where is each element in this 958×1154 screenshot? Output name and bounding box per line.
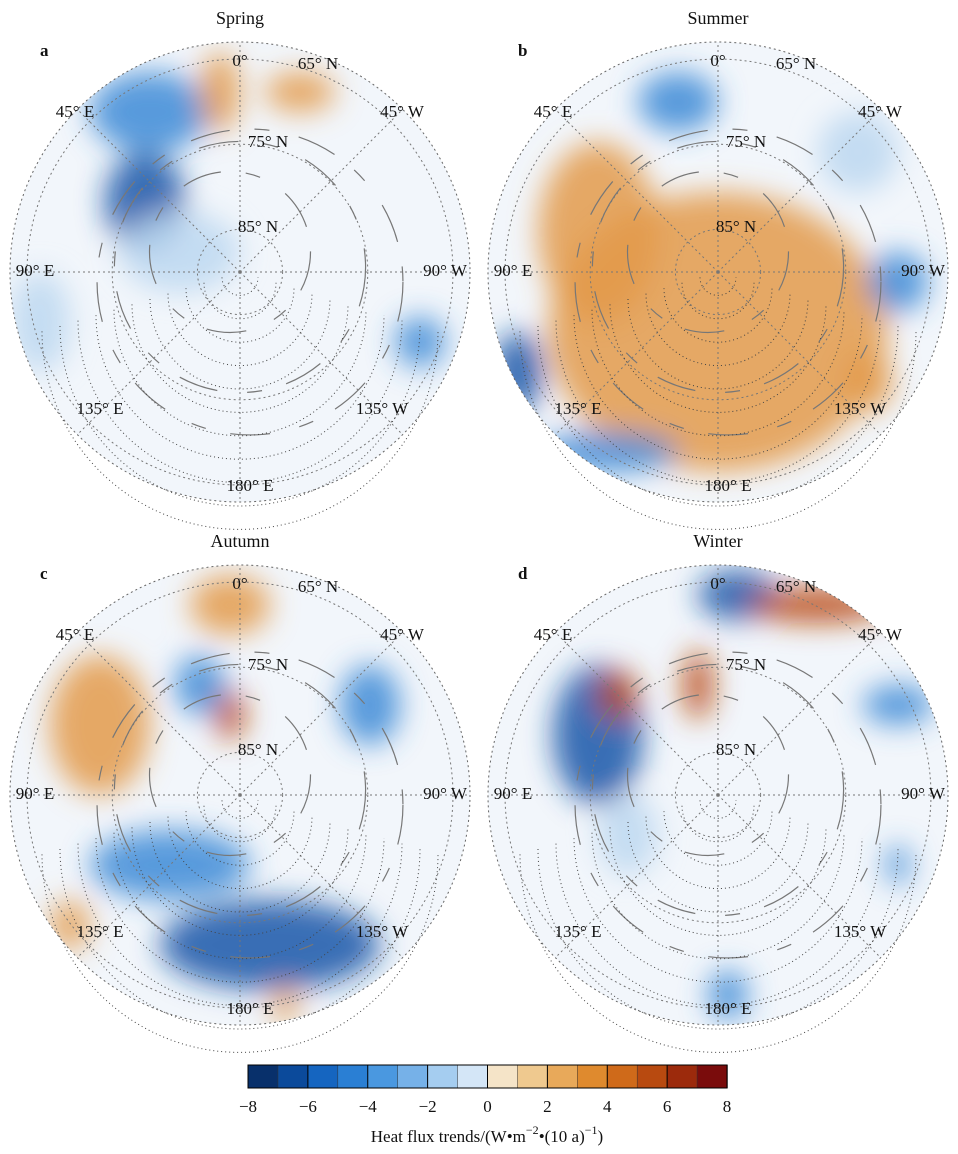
colorbar-tick-label: −6 <box>299 1097 317 1116</box>
trend-shading <box>190 575 270 635</box>
panel-title: Autumn <box>210 531 269 551</box>
map-label: 85° N <box>716 740 756 759</box>
map-label: 90° W <box>901 784 946 803</box>
map-label: 90° E <box>16 784 54 803</box>
map-label: 135° E <box>77 922 124 941</box>
map-label: 180° E <box>227 476 274 495</box>
trend-shading <box>265 72 335 112</box>
colorbar-bin <box>697 1065 727 1088</box>
colorbar-tick-label: 4 <box>603 1097 612 1116</box>
map-label: 65° N <box>298 54 338 73</box>
map-label: 45° E <box>56 625 94 644</box>
colorbar-bin <box>248 1065 278 1088</box>
trend-shading <box>748 587 888 623</box>
map-panel: 0° 65° N 45° E 45° W 75° N 85° N 90° E 90° W 135… <box>488 42 948 529</box>
colorbar-tick-label: −8 <box>239 1097 257 1116</box>
colorbar-bin <box>637 1065 667 1088</box>
trend-shading <box>638 72 718 132</box>
map-label: 90° E <box>494 261 532 280</box>
map-label: 45° E <box>534 625 572 644</box>
colorbar-bin <box>308 1065 338 1088</box>
panel-letter: a <box>40 41 49 60</box>
colorbar-tick-label: 8 <box>723 1097 732 1116</box>
map-label: 135° W <box>834 922 887 941</box>
map-label: 90° W <box>423 784 468 803</box>
map-label: 45° W <box>380 102 425 121</box>
map-label: 65° N <box>298 577 338 596</box>
trend-shading <box>90 830 250 900</box>
map-label: 65° N <box>776 577 816 596</box>
colorbar-bin <box>428 1065 458 1088</box>
map-label: 90° W <box>901 261 946 280</box>
trend-shading <box>598 795 658 875</box>
map-label: 135° W <box>834 399 887 418</box>
map-label: 45° E <box>56 102 94 121</box>
panel-letter: c <box>40 564 48 583</box>
colorbar-bin <box>278 1065 308 1088</box>
trend-shading <box>160 900 380 990</box>
colorbar-tick-label: 2 <box>543 1097 552 1116</box>
panel-title: Spring <box>216 8 264 28</box>
panel-letter: d <box>518 564 528 583</box>
map-label: 135° E <box>555 399 602 418</box>
trend-shading <box>10 272 70 372</box>
map-label: 90° E <box>494 784 532 803</box>
trend-shading <box>120 212 240 292</box>
colorbar-bin <box>458 1065 488 1088</box>
map-label: 90° W <box>423 261 468 280</box>
map-label: 0° <box>710 51 725 70</box>
trend-shading <box>273 985 297 1025</box>
map-label: 180° E <box>705 999 752 1018</box>
trend-shading <box>683 650 713 720</box>
map-label: 75° N <box>726 132 766 151</box>
colorbar-tick-label: −2 <box>419 1097 437 1116</box>
colorbar-bin <box>547 1065 577 1088</box>
map-label: 135° E <box>555 922 602 941</box>
map-panel: 0° 65° N 45° E 45° W 75° N 85° N 90° E 90° W 135… <box>10 565 470 1052</box>
map-label: 45° W <box>858 625 903 644</box>
trend-shading <box>340 665 400 745</box>
colorbar-tick-label: 6 <box>663 1097 672 1116</box>
map-label: 75° N <box>248 132 288 151</box>
colorbar-bin <box>607 1065 637 1088</box>
map-label: 75° N <box>726 655 766 674</box>
colorbar-bin <box>517 1065 547 1088</box>
colorbar-label: Heat flux trends/(W•m−2•(10 a)−1) <box>371 1123 603 1146</box>
map-label: 85° N <box>238 217 278 236</box>
map-label: 135° W <box>356 399 409 418</box>
map-label: 45° E <box>534 102 572 121</box>
colorbar-bin <box>368 1065 398 1088</box>
map-label: 85° N <box>716 217 756 236</box>
trend-shading <box>395 317 445 367</box>
map-label: 90° E <box>16 261 54 280</box>
map-label: 135° E <box>77 399 124 418</box>
colorbar-bin <box>398 1065 428 1088</box>
colorbar-bin <box>667 1065 697 1088</box>
colorbar-bin <box>488 1065 518 1088</box>
map-label: 45° W <box>380 625 425 644</box>
map-label: 0° <box>710 574 725 593</box>
map-label: 0° <box>232 574 247 593</box>
map-label: 75° N <box>248 655 288 674</box>
map-label: 180° E <box>227 999 274 1018</box>
panel-title: Summer <box>688 8 749 28</box>
colorbar-bin <box>577 1065 607 1088</box>
trend-shading <box>818 112 898 192</box>
panel-title: Winter <box>693 531 742 551</box>
map-panel: 0° 65° N 45° E 45° W 75° N 85° N 90° E 90° W 135… <box>10 42 470 529</box>
trend-shading <box>886 845 910 885</box>
map-label: 65° N <box>776 54 816 73</box>
panel-letter: b <box>518 41 527 60</box>
colorbar-bin <box>338 1065 368 1088</box>
map-label: 45° W <box>858 102 903 121</box>
map-label: 180° E <box>705 476 752 495</box>
map-panel: 0° 65° N 45° E 45° W 75° N 85° N 90° E 90° W 135… <box>488 565 948 1052</box>
map-label: 0° <box>232 51 247 70</box>
colorbar-tick-label: −4 <box>359 1097 378 1116</box>
map-label: 135° W <box>356 922 409 941</box>
figure: Heat flux trends/(W•m−2•(10 a)−1) 0° 65° … <box>0 0 958 1149</box>
trend-shading <box>863 685 933 725</box>
colorbar-tick-label: 0 <box>483 1097 492 1116</box>
map-label: 85° N <box>238 740 278 759</box>
